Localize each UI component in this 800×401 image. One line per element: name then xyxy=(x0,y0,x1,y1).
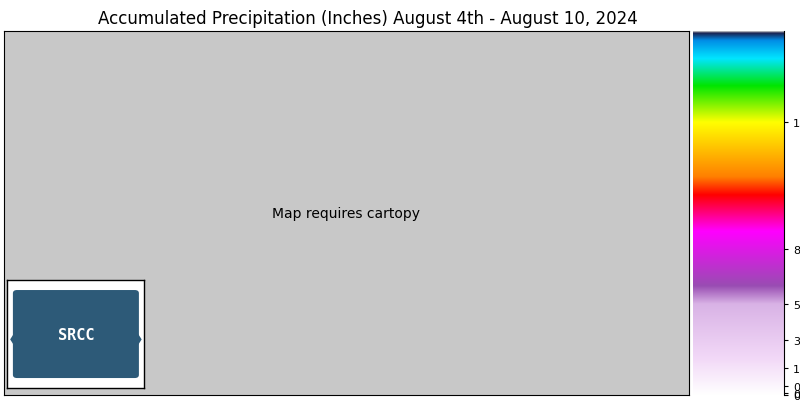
Text: Accumulated Precipitation (Inches) August 4th - August 10, 2024: Accumulated Precipitation (Inches) Augus… xyxy=(98,10,638,28)
Text: Map requires cartopy: Map requires cartopy xyxy=(273,207,421,221)
